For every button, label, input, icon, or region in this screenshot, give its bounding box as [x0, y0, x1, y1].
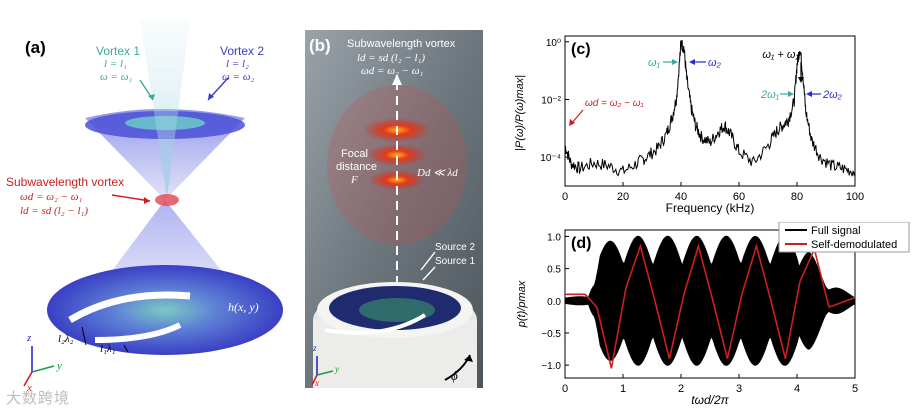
- axis-z-label: z: [27, 332, 32, 344]
- panel-a-illustration: [23, 20, 283, 387]
- c-ylabel: |P(ω)/P(ω)max|: [514, 75, 526, 151]
- panel-b-label: (b): [309, 36, 331, 55]
- signal-chart: 0 1 2 3 4 5 −1.0 −0.5 0.0 0.5 1.0 (d) tωd/2π p(t)/…: [516, 221, 910, 407]
- field-lobe-2: [367, 144, 427, 166]
- d-xtick-label: 2: [678, 383, 684, 395]
- panel-d: 0 1 2 3 4 5 −1.0 −0.5 0.0 0.5 1.0 (d) tωd/2π p(t)/…: [505, 221, 910, 412]
- panel-a: (a) Vortex 1 l = l₁ ω = ω₁ Vortex 2 l = …: [0, 0, 300, 413]
- d-ytick-label: 1.0: [547, 232, 561, 243]
- upper-beam: [140, 20, 190, 198]
- c-xtick-label: 40: [675, 191, 687, 203]
- panel-b-photo: [305, 30, 483, 388]
- annot-2w2: 2ω₂: [822, 89, 843, 101]
- c-ytick-label: 10⁰: [546, 38, 561, 49]
- source-1-label: Source 1: [435, 256, 476, 267]
- vortex-2-l: l = l₂: [226, 58, 249, 70]
- panel-d-label: (d): [571, 235, 591, 252]
- c-xtick-label: 80: [791, 191, 803, 203]
- phi-label: ϕ: [451, 368, 458, 383]
- panel-c: 0 20 40 60 80 100 10⁻⁴ 10⁻² 10⁰ Frequency (kHz) …: [505, 28, 905, 220]
- axis-x-label: x: [27, 382, 32, 394]
- d-ytick-label: 0.5: [547, 265, 561, 276]
- annot-w1: ω₁: [648, 57, 661, 69]
- subwavelength-title: Subwavelength vortex: [6, 175, 125, 189]
- vortex-1-l: l = l₁: [104, 58, 127, 70]
- d-xtick-label: 3: [736, 383, 742, 395]
- focal-label-1: Focal: [341, 148, 368, 160]
- source-2-label: Source 2: [435, 242, 476, 253]
- c-ytick-label: 10⁻²: [541, 95, 561, 106]
- axis-y-label: y: [57, 360, 62, 372]
- self-demodulated-line: [565, 243, 856, 369]
- panel-b-wd: ωd = ω₂ − ω₁: [361, 65, 424, 77]
- legend-self-demodulated: Self-demodulated: [811, 239, 897, 251]
- annot-wd: ωd = ω₂ − ω₁: [585, 98, 644, 109]
- d-xlabel: tωd/2π: [691, 393, 729, 407]
- legend: Full signal Self-demodulated: [778, 221, 910, 253]
- vortex-1-omega: ω = ω₁: [100, 71, 133, 83]
- plot-frame-c: [564, 35, 856, 187]
- panel-c-label: (c): [571, 41, 591, 58]
- d-xtick-label: 5: [852, 383, 858, 395]
- d-ytick-label: 0.0: [547, 297, 561, 308]
- h-xy-label: h(x, y): [228, 300, 259, 314]
- l1-lambda1: l₁λ₁: [100, 343, 116, 355]
- d-ytick-label: −0.5: [541, 329, 561, 340]
- focal-label-3: F: [351, 174, 358, 186]
- d-ylabel: p(t)/pmax: [516, 280, 528, 328]
- focal-label-2: distance: [336, 161, 377, 173]
- subwavelength-l: ld = sd (l₂ − l₁): [20, 205, 89, 217]
- c-xtick-label: 100: [846, 191, 864, 203]
- d-ytick-label: −1.0: [541, 361, 561, 372]
- panel-b: (b) Subwavelength vortex ld = sd (l₂ − l…: [305, 30, 483, 388]
- vortex-2-title: Vortex 2: [220, 44, 265, 58]
- annot-wsum: ω₁ + ω₂: [762, 49, 800, 61]
- subwavelength-omega: ωd = ω₂ − ω₁: [20, 191, 83, 203]
- panel-b-title: Subwavelength vortex: [347, 38, 456, 50]
- annot-2w1: 2ω₁: [760, 89, 780, 101]
- c-xtick-label: 0: [562, 191, 568, 203]
- b-axis-x: x: [315, 378, 319, 388]
- c-ytick-label: 10⁻⁴: [540, 153, 561, 164]
- d-xtick-label: 0: [562, 383, 568, 395]
- full-signal-fill: [565, 235, 855, 366]
- c-xtick-label: 20: [617, 191, 629, 203]
- phase-plate: [47, 265, 283, 355]
- b-axis-y: y: [335, 364, 339, 374]
- d-xtick-label: 4: [794, 383, 800, 395]
- legend-full-signal: Full signal: [811, 225, 861, 237]
- annot-w2: ω₂: [708, 57, 722, 69]
- panel-a-label: (a): [25, 38, 46, 57]
- spectrum-line: [564, 40, 856, 177]
- c-xlabel: Frequency (kHz): [666, 201, 755, 215]
- dd-label: Dd ≪ λd: [417, 167, 458, 179]
- d-xtick-label: 1: [620, 383, 626, 395]
- focal-spot: [155, 194, 179, 206]
- watermark-text: 大数跨境: [6, 390, 71, 407]
- panel-b-ld: ld = sd (l₂ − l₁): [357, 52, 426, 64]
- c-xtick-label: 60: [733, 191, 745, 203]
- vortex-2-omega: ω = ω₂: [222, 71, 255, 83]
- b-axis-z: z: [313, 343, 317, 353]
- l2-lambda2: l₂λ₂: [58, 333, 74, 345]
- vortex-1-title: Vortex 1: [96, 44, 141, 58]
